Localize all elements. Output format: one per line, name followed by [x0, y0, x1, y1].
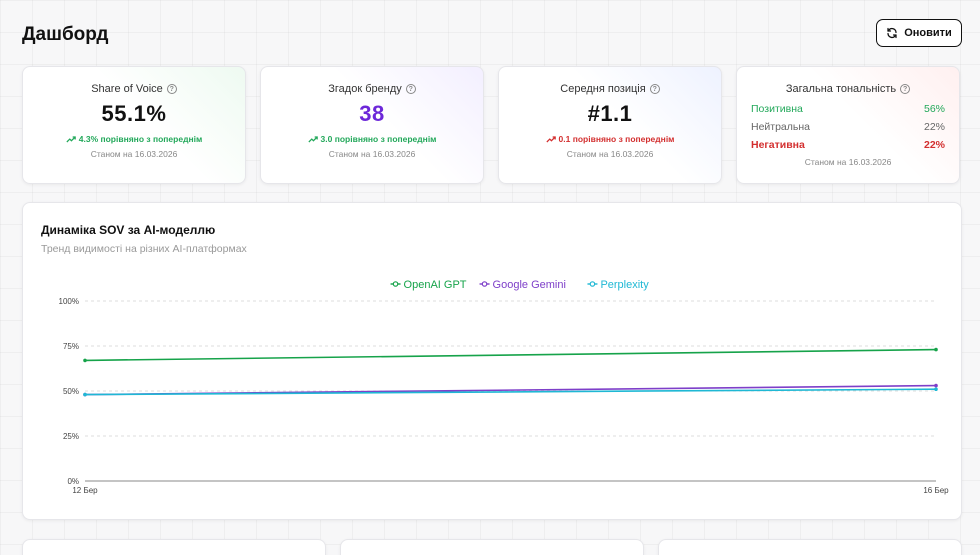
kpi-value: 55.1% [101, 101, 167, 126]
data-point [934, 383, 938, 388]
page-title: Дашборд [22, 24, 109, 45]
sentiment-value: 56% [923, 103, 945, 115]
legend-label: Perplexity [600, 279, 649, 291]
y-tick-label: 0% [67, 477, 79, 486]
y-tick-label: 25% [63, 432, 79, 441]
kpi-delta: 4.3% порівняно з попереднім [23, 134, 245, 144]
legend-label: Google Gemini [493, 279, 566, 291]
sov-chart-card: Динаміка SOV за AI-моделлю Тренд видимос… [22, 202, 962, 520]
kpi-label: Згадок бренду [328, 83, 402, 95]
kpi-date: Станом на 16.03.2026 [328, 149, 416, 159]
kpi-delta: 3.0 порівняно з попереднім [261, 134, 483, 144]
bottom-card [340, 539, 644, 555]
sentiment-label: Позитивна [751, 103, 803, 115]
x-tick-label: 12 Бер [72, 486, 98, 495]
refresh-button-label: Оновити [904, 27, 952, 39]
data-point [83, 358, 87, 363]
kpi-card-average-position: Середня позиція ? #1.1 0.1 порівняно з п… [498, 66, 722, 184]
data-point [934, 387, 938, 391]
kpi-card-share-of-voice: Share of Voice ? 55.1% 4.3% порівняно з … [22, 66, 246, 184]
sentiment-label: Негативна [751, 139, 805, 151]
help-icon[interactable]: ? [900, 84, 911, 94]
kpi-delta-text: 3.0 порівняно з попереднім [320, 134, 437, 144]
bottom-card [22, 539, 326, 555]
refresh-button[interactable]: Оновити [876, 19, 962, 47]
sentiment-row-negative: Негативна 22% [751, 139, 945, 151]
refresh-icon [887, 27, 897, 39]
kpi-label: Середня позиція [560, 83, 646, 95]
kpi-card-brand-mentions: Згадок бренду ? 38 3.0 порівняно з попер… [260, 66, 484, 184]
kpi-value: 38 [359, 101, 385, 126]
kpi-label: Загальна тональність [785, 83, 897, 95]
legend-marker-dot [392, 281, 399, 287]
sov-line-chart: 0% 25% 50% 75% 100% 12 Бер 16 Бер OpenAI GPT Goo… [59, 279, 950, 495]
data-point [83, 392, 87, 397]
help-icon[interactable]: ? [405, 84, 416, 94]
legend-marker-dot [481, 281, 488, 287]
series-line [84, 388, 937, 396]
sentiment-label: Нейтральна [751, 121, 811, 133]
kpi-date: Станом на 16.03.2026 [566, 149, 654, 159]
trend-up-icon [307, 135, 318, 142]
y-tick-label: 100% [59, 297, 79, 306]
bottom-card [658, 539, 962, 555]
y-tick-label: 75% [63, 342, 79, 351]
data-point [934, 347, 938, 352]
legend-label: OpenAI GPT [404, 279, 467, 291]
series-line [84, 348, 937, 362]
kpi-delta-text: 0.1 порівняно з попереднім [558, 134, 675, 144]
sentiment-list: Позитивна 56% Нейтральна 22% Негативна 2… [751, 103, 945, 151]
sentiment-row-neutral: Нейтральна 22% [751, 121, 945, 133]
help-icon[interactable]: ? [166, 84, 177, 94]
kpi-delta-text: 4.3% порівняно з попереднім [78, 134, 203, 144]
legend-marker-dot [589, 281, 596, 287]
sentiment-value: 22% [923, 121, 945, 133]
trend-up-icon [545, 135, 556, 142]
help-icon[interactable]: ? [649, 84, 660, 94]
kpi-label: Share of Voice [91, 83, 163, 95]
sentiment-value: 22% [923, 139, 945, 151]
y-tick-label: 50% [63, 387, 79, 396]
kpi-value: #1.1 [587, 101, 633, 126]
kpi-card-sentiment: Загальна тональність ? Позитивна 56% Ней… [736, 66, 960, 184]
chart-title: Динаміка SOV за AI-моделлю [41, 223, 216, 237]
kpi-date: Станом на 16.03.2026 [804, 157, 892, 167]
x-tick-label: 16 Бер [923, 486, 949, 495]
kpi-delta: 0.1 порівняно з попереднім [499, 134, 721, 144]
kpi-date: Станом на 16.03.2026 [90, 149, 178, 159]
sentiment-row-positive: Позитивна 56% [751, 103, 945, 115]
chart-subtitle: Тренд видимості на різних AI-платформах [41, 243, 247, 255]
trend-up-icon [66, 135, 76, 142]
